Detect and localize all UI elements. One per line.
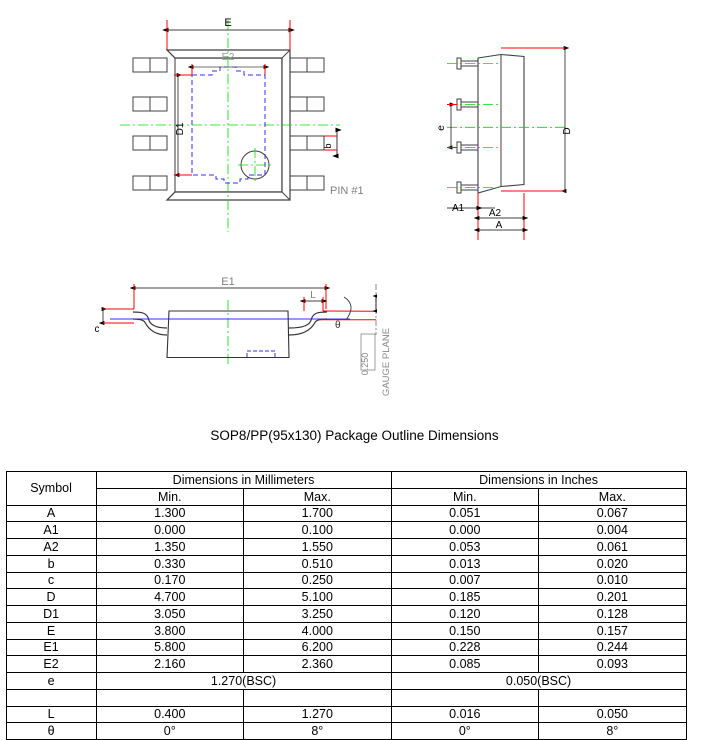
svg-text:c: c — [95, 324, 100, 335]
svg-text:D1: D1 — [175, 122, 186, 135]
svg-text:E1: E1 — [221, 276, 234, 288]
svg-text:GAUGE PLANE: GAUGE PLANE — [381, 328, 392, 396]
svg-text:0.250: 0.250 — [360, 353, 370, 376]
svg-text:L: L — [310, 290, 316, 301]
svg-text:E2: E2 — [222, 51, 235, 63]
svg-text:A: A — [496, 220, 503, 231]
svg-text:θ: θ — [335, 320, 341, 331]
svg-text:A2: A2 — [489, 208, 502, 219]
svg-text:b: b — [323, 143, 333, 148]
svg-text:PIN #1: PIN #1 — [330, 185, 364, 197]
svg-text:e: e — [436, 125, 447, 131]
svg-text:A1: A1 — [452, 203, 465, 214]
svg-text:E: E — [224, 17, 231, 29]
svg-text:D: D — [562, 127, 573, 134]
